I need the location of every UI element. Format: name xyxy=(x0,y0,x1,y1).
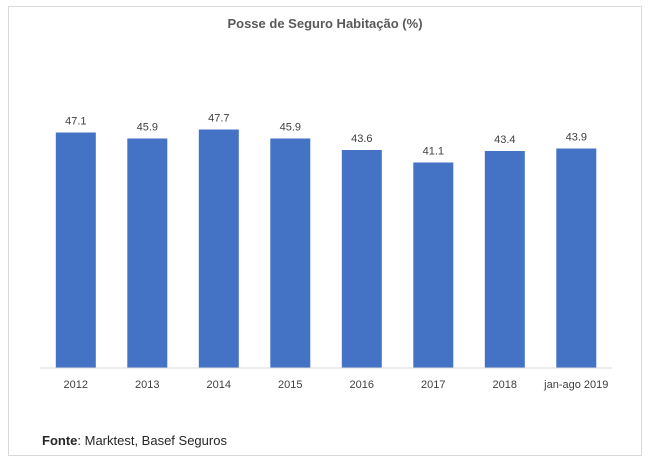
data-label: 45.9 xyxy=(280,122,301,134)
source-label: Fonte xyxy=(42,433,78,448)
x-tick-label: 2018 xyxy=(493,379,517,391)
x-tick-label: 2016 xyxy=(350,379,374,391)
chart-title: Posse de Seguro Habitação (%) xyxy=(227,16,423,31)
x-tick-label: 2012 xyxy=(64,379,88,391)
x-tick-label: 2015 xyxy=(278,379,302,391)
bar-2016 xyxy=(341,150,382,368)
data-label: 47.7 xyxy=(208,113,229,125)
data-label: 45.9 xyxy=(137,122,158,134)
bar-2015 xyxy=(270,138,311,368)
data-label: 43.4 xyxy=(494,134,515,146)
labels-layer: 47.1 45.9 47.7 45.9 43.6 41.1 43.4 43.9 xyxy=(65,113,587,158)
x-tick-labels: 2012 2013 2014 2015 2016 2017 2018 jan-ago 2019 xyxy=(64,379,609,391)
x-tick-label: jan-ago 2019 xyxy=(543,379,608,391)
bar-jan-ago-2019 xyxy=(556,148,597,368)
bar-2018 xyxy=(484,151,525,368)
source-text: : Marktest, Basef Seguros xyxy=(77,433,227,448)
bar-2012 xyxy=(55,132,96,368)
bar-2013 xyxy=(127,138,168,368)
data-label: 47.1 xyxy=(65,116,86,128)
bars-layer xyxy=(55,129,597,368)
x-tick-label: 2013 xyxy=(135,379,159,391)
x-tick-label: 2017 xyxy=(421,379,445,391)
data-label: 43.9 xyxy=(566,132,587,144)
x-tick-label: 2014 xyxy=(207,379,231,391)
source-note: Fonte: Marktest, Basef Seguros xyxy=(42,433,227,448)
data-label: 41.1 xyxy=(423,146,444,158)
chart-frame xyxy=(8,6,642,456)
data-label: 43.6 xyxy=(351,133,372,145)
bar-2017 xyxy=(413,162,454,368)
bar-2014 xyxy=(198,129,239,368)
